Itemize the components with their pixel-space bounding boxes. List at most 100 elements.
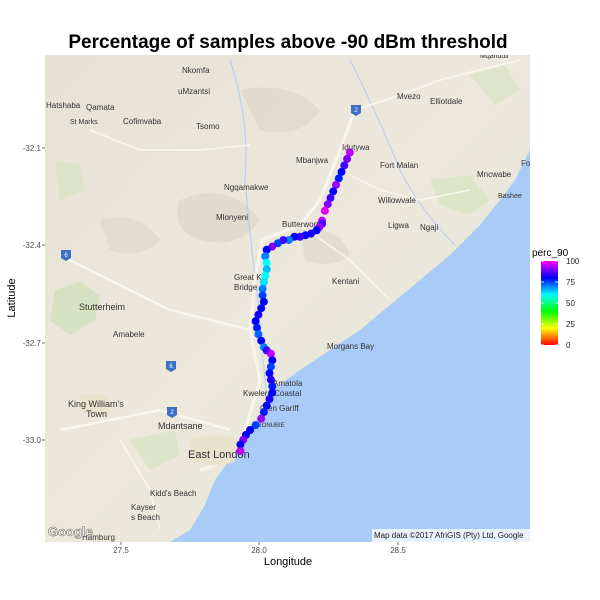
place-label: Mbanjwa <box>296 156 329 165</box>
major-road <box>59 408 231 432</box>
major-road <box>354 59 521 111</box>
y-tick-label: -32.7 <box>23 339 42 348</box>
road-shield: 2 <box>167 407 177 418</box>
x-axis: 27.5 28.0 28.5 Longitude <box>113 542 406 568</box>
mountain-shading <box>177 193 260 243</box>
y-tick-label: -32.4 <box>23 241 42 250</box>
place-label: uMzantsi <box>178 87 210 96</box>
data-point <box>254 330 263 339</box>
road-shield-shape <box>351 105 361 116</box>
y-axis-title: Latitude <box>6 278 18 317</box>
mountain-shading <box>100 217 160 254</box>
map-background: 2 6 6 2 Nkomfa uMzantsi Qamata Hatshaba … <box>45 55 531 542</box>
data-point <box>257 336 266 345</box>
place-label: Kentani <box>332 277 359 286</box>
data-point <box>251 317 260 326</box>
data-point <box>320 206 329 215</box>
data-point <box>259 297 268 306</box>
y-axis: -32.1 -32.4 -32.7 -33.0 Latitude <box>6 144 45 445</box>
place-label: Ligwa <box>388 221 409 230</box>
data-point <box>258 291 267 300</box>
minor-road <box>299 224 391 301</box>
place-label: Fo <box>521 159 531 168</box>
place-label: Great Kei <box>234 273 268 282</box>
major-road <box>59 253 251 332</box>
data-point <box>345 148 354 157</box>
data-point <box>323 200 332 209</box>
place-label: Qamata <box>86 103 115 112</box>
legend-ticks: 0 25 50 75 100 <box>541 257 580 350</box>
road-shield-number: 2 <box>354 108 358 114</box>
road-shield-shape <box>167 407 177 418</box>
data-point <box>259 408 268 417</box>
data-point <box>257 414 266 423</box>
data-point <box>340 161 349 170</box>
road-shield: 2 <box>351 105 361 116</box>
road-shield-number: 2 <box>170 410 174 416</box>
data-point <box>268 388 277 397</box>
data-point <box>259 278 268 287</box>
minor-road <box>119 439 161 531</box>
data-point <box>253 323 261 332</box>
attribution-box <box>372 529 530 542</box>
forest-patch <box>430 175 490 215</box>
data-point <box>334 174 343 183</box>
place-label: Mncwabe <box>477 170 512 179</box>
road-shield-number: 6 <box>169 364 173 370</box>
ocean-area <box>170 150 530 542</box>
data-point <box>262 265 271 274</box>
place-label: Nkomfa <box>182 66 210 75</box>
forest-patch <box>470 65 520 105</box>
data-points <box>236 148 354 456</box>
place-label: Bashee <box>498 193 522 200</box>
place-label: East London <box>188 449 250 461</box>
place-label: Elliotdale <box>430 97 463 106</box>
data-point <box>258 284 267 293</box>
data-point <box>257 304 266 313</box>
place-label: Hamburg <box>82 533 115 542</box>
road-shield-number: 6 <box>64 253 68 259</box>
data-point <box>326 193 335 202</box>
place-label: s Beach <box>131 513 160 522</box>
place-label: Town <box>86 409 107 419</box>
forest-patch <box>55 160 85 200</box>
data-point <box>261 252 270 261</box>
river <box>349 59 456 246</box>
legend-tick-label: 0 <box>566 341 571 350</box>
place-label: Bridge <box>234 283 258 292</box>
mountain-shading <box>240 87 320 133</box>
place-label: St Marks <box>70 119 98 126</box>
minor-road <box>89 129 251 151</box>
place-label: Amabele <box>113 330 145 339</box>
data-point <box>296 232 304 241</box>
color-legend: perc_90 0 25 50 75 100 <box>532 248 580 350</box>
data-point <box>236 440 245 449</box>
place-label: Idutywa <box>342 143 370 152</box>
legend-title: perc_90 <box>532 248 569 259</box>
x-tick-label: 28.5 <box>390 546 406 555</box>
x-tick-label: 27.5 <box>113 546 129 555</box>
road-shield-shape <box>166 361 176 372</box>
place-label: Ngaji <box>420 223 438 232</box>
place-label: King William's <box>68 399 124 409</box>
place-label: Hatshaba <box>46 101 81 110</box>
data-point <box>265 395 274 404</box>
data-point <box>265 369 274 378</box>
data-point <box>268 382 277 391</box>
place-label: Amatola <box>273 379 303 388</box>
place-label: Stutterheim <box>79 302 125 312</box>
place-label: Mvezo <box>397 92 421 101</box>
data-point <box>262 245 271 254</box>
data-point <box>251 421 260 430</box>
road-shield-shape <box>61 250 71 261</box>
place-label: Mlonyeni <box>216 213 248 222</box>
urban-area <box>80 393 112 415</box>
place-label: Ngqamakwe <box>224 183 269 192</box>
urban-area <box>190 435 240 466</box>
place-label: Fort Malan <box>380 161 418 170</box>
minor-road <box>339 169 471 201</box>
legend-tick-label: 100 <box>566 257 580 266</box>
data-point <box>343 154 352 163</box>
forest-patch <box>50 282 100 335</box>
